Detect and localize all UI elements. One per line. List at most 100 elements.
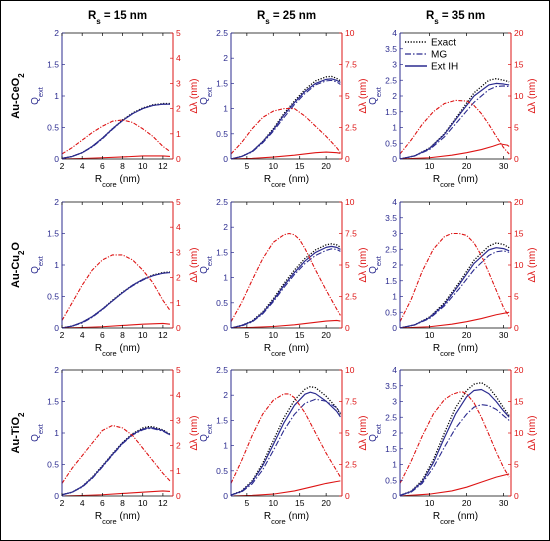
row-label-2: Au-TiO2 [10, 412, 26, 453]
x-tick-label: 6 [100, 330, 105, 340]
x-tick-label: 20 [321, 161, 331, 171]
y2-tick-label: 1 [176, 129, 181, 139]
series-line-exact [231, 243, 341, 328]
y1-tick-label: 2 [392, 428, 397, 438]
x-tick-label: 6 [100, 498, 105, 508]
x-tick-label: 30 [499, 161, 509, 171]
y2-tick-label: 5 [514, 460, 519, 470]
y2-tick-label: 5 [345, 428, 350, 438]
y2-tick-label: 0 [176, 323, 181, 333]
y1-tick-label: 1.5 [385, 107, 397, 117]
y1-tick-label: 4 [392, 365, 397, 375]
y2-tick-label: 5 [345, 260, 350, 270]
column-title-2: Rs = 35 nm [426, 10, 485, 26]
row-labels: Au-CeO2 Au-Cu2O Au-TiO2 [10, 73, 26, 454]
y1-tick-label: 2 [392, 260, 397, 270]
y2-tick-label: 3 [176, 247, 181, 257]
y1-tick-label: 0 [54, 154, 59, 164]
y1-axis-label: Qext [199, 255, 214, 274]
y2-axis-label: Δλ (nm) [189, 78, 200, 113]
x-tick-label: 12 [158, 161, 168, 171]
series-line-red-solid [400, 143, 510, 159]
y1-tick-label: 0.5 [216, 466, 228, 476]
x-tick-label: 2 [60, 330, 65, 340]
y1-tick-label: 1.5 [47, 60, 59, 70]
y1-tick-label: 0.5 [47, 123, 59, 133]
y1-tick-label: 2 [54, 365, 59, 375]
y2-tick-label: 4 [176, 53, 181, 63]
y1-tick-label: 0 [223, 491, 228, 501]
series-line-ih [62, 271, 171, 328]
y2-tick-label: 2 [176, 273, 181, 283]
y1-tick-label: 1.5 [47, 397, 59, 407]
y2-tick-label: 4 [176, 222, 181, 232]
y1-tick-label: 0 [392, 323, 397, 333]
y1-tick-label: 3 [392, 60, 397, 70]
column-titles: Rs = 15 nm Rs = 25 nm Rs = 35 nm [88, 10, 485, 26]
legend-label-0: Exact [431, 38, 456, 49]
y2-tick-label: 0 [514, 154, 519, 164]
y1-axis-label: Qext [368, 423, 383, 442]
series-group [400, 78, 510, 159]
x-tick-label: 10 [138, 161, 148, 171]
series-line-red-dash [231, 108, 341, 155]
y1-tick-label: 3 [392, 397, 397, 407]
x-tick-label: 5 [244, 498, 249, 508]
y1-tick-label: 0 [54, 491, 59, 501]
x-tick-label: 10 [138, 498, 148, 508]
y2-tick-label: 7.5 [345, 397, 357, 407]
y2-tick-label: 5 [176, 28, 181, 38]
series-line-ih [62, 427, 171, 496]
y2-axis-label: Δλ (nm) [358, 78, 369, 113]
y1-tick-label: 2.5 [216, 365, 228, 375]
x-axis-label: Rcore (nm) [433, 511, 478, 526]
x-tick-label: 2 [60, 161, 65, 171]
y2-axis-label: Δλ (nm) [358, 415, 369, 450]
series-line-red-dash [62, 119, 171, 155]
y1-tick-label: 1.5 [385, 444, 397, 454]
y2-tick-label: 4 [176, 390, 181, 400]
y2-tick-label: 20 [514, 365, 524, 375]
y2-tick-label: 1 [176, 466, 181, 476]
y2-tick-label: 5 [514, 292, 519, 302]
x-axis-label: Rcore (nm) [95, 511, 140, 526]
panel-r2-c2: 10 20 30 0 0.5 1 1.5 2 2.5 3 3.5 4 0 5 10 15 20 Rcore (nm… [368, 365, 538, 526]
series-line-mg [231, 79, 341, 159]
y2-tick-label: 2.5 [345, 292, 357, 302]
y2-tick-label: 2.5 [345, 123, 357, 133]
y2-tick-label: 0 [176, 491, 181, 501]
x-tick-label: 5 [244, 161, 249, 171]
y1-tick-label: 1 [223, 441, 228, 451]
y1-tick-label: 2 [223, 222, 228, 232]
series-line-red-dash [400, 99, 510, 155]
y2-axis-label: Δλ (nm) [527, 78, 538, 113]
panel-r0-c1: 5 10 15 20 0 0.5 1 1.5 2 2.5 0 2.5 5 7.5 10 Rcore (nm) Q… [199, 28, 369, 189]
legend-label-2: Ext IH [431, 62, 458, 73]
y1-tick-label: 0.5 [385, 307, 397, 317]
y1-axis-label: Qext [30, 86, 45, 105]
series-line-ih [400, 247, 510, 328]
y1-tick-label: 1.5 [216, 415, 228, 425]
y1-tick-label: 1.5 [216, 78, 228, 88]
x-tick-label: 2 [60, 498, 65, 508]
legend-label-1: MG [431, 50, 447, 61]
series-group [231, 232, 341, 328]
y2-tick-label: 10 [514, 260, 524, 270]
x-tick-label: 12 [158, 330, 168, 340]
x-tick-label: 10 [269, 330, 279, 340]
series-line-mg [400, 404, 510, 496]
y1-tick-label: 0.5 [47, 292, 59, 302]
y2-tick-label: 10 [345, 28, 355, 38]
panel-r0-c2: 10 20 30 0 0.5 1 1.5 2 2.5 3 3.5 4 0 5 10 15 20 Rcore (nm… [368, 28, 538, 189]
y1-tick-label: 0 [223, 323, 228, 333]
y2-tick-label: 5 [345, 91, 350, 101]
x-tick-label: 5 [244, 330, 249, 340]
y1-tick-label: 4 [392, 28, 397, 38]
y1-tick-label: 3.5 [385, 44, 397, 54]
y2-tick-label: 15 [514, 397, 524, 407]
x-tick-label: 8 [120, 330, 125, 340]
y1-tick-label: 0.5 [216, 129, 228, 139]
